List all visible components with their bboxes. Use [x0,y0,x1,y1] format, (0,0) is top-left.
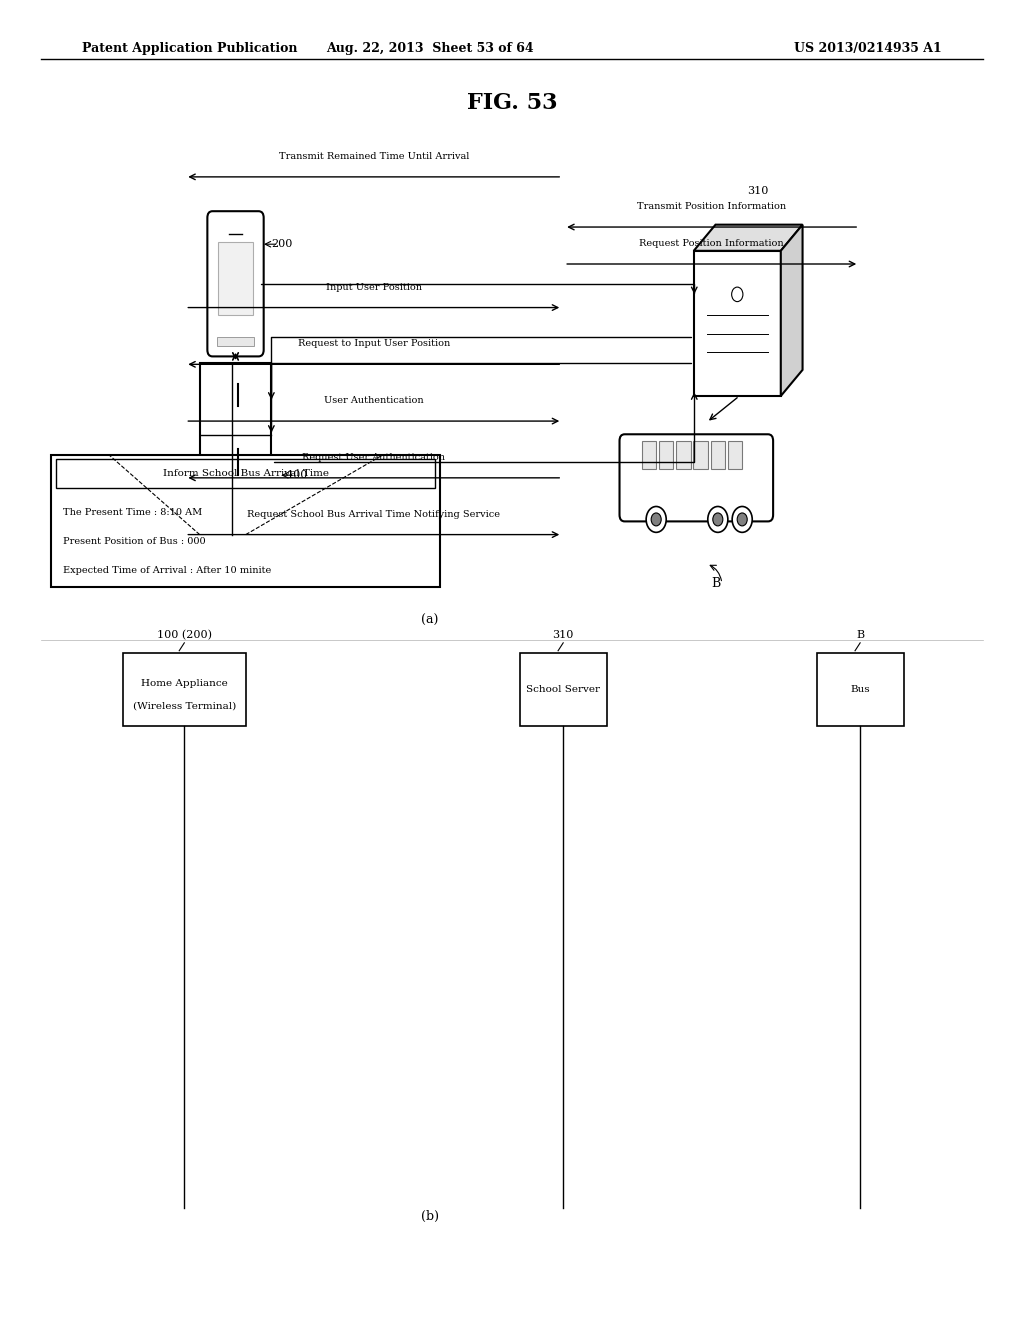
Text: Aug. 22, 2013  Sheet 53 of 64: Aug. 22, 2013 Sheet 53 of 64 [327,42,534,55]
Text: Request Position Information: Request Position Information [639,239,784,248]
Text: (Wireless Terminal): (Wireless Terminal) [133,701,236,710]
Bar [659,441,674,469]
Bar [217,337,254,346]
Text: Patent Application Publication: Patent Application Publication [82,42,297,55]
Text: (a): (a) [422,614,438,627]
Circle shape [651,513,662,525]
Text: Transmit Remained Time Until Arrival: Transmit Remained Time Until Arrival [279,152,469,161]
Text: Inform School Bus Arrival Time: Inform School Bus Arrival Time [163,470,329,478]
Text: Bus: Bus [850,685,870,694]
Bar [694,251,780,396]
Circle shape [737,513,748,525]
FancyBboxPatch shape [520,653,606,726]
Text: Present Position of Bus : 000: Present Position of Bus : 000 [63,537,206,546]
Text: B: B [712,577,721,590]
FancyBboxPatch shape [56,459,435,488]
Text: 200: 200 [271,239,293,249]
Circle shape [708,507,728,532]
Bar [218,242,253,314]
Text: FIG. 53: FIG. 53 [467,92,557,115]
Bar [676,441,690,469]
Text: Transmit Position Information: Transmit Position Information [637,202,786,211]
Circle shape [732,507,753,532]
Circle shape [731,286,742,301]
Bar [693,441,708,469]
Text: User Authentication: User Authentication [324,396,424,405]
Text: Request User Authentication: Request User Authentication [302,453,445,462]
Text: 310: 310 [748,186,769,197]
Text: (b): (b) [421,1210,439,1224]
Text: Request to Input User Position: Request to Input User Position [298,339,450,348]
Polygon shape [694,224,803,251]
Text: Input User Position: Input User Position [326,282,422,292]
Bar [200,363,271,535]
Bar [711,441,725,469]
Text: US 2013/0214935 A1: US 2013/0214935 A1 [795,42,942,55]
Text: Home Appliance: Home Appliance [141,678,227,688]
Text: B: B [856,630,864,640]
Text: 310: 310 [553,630,573,640]
Polygon shape [780,224,803,396]
Bar [728,441,742,469]
Bar [642,441,656,469]
Text: The Present Time : 8:10 AM: The Present Time : 8:10 AM [63,508,203,517]
FancyBboxPatch shape [817,653,903,726]
Circle shape [646,507,667,532]
FancyBboxPatch shape [207,211,264,356]
Text: Expected Time of Arrival : After 10 minite: Expected Time of Arrival : After 10 mini… [63,566,271,576]
Text: School Server: School Server [526,685,600,694]
Circle shape [713,513,723,525]
Text: 100 (200): 100 (200) [157,630,212,640]
FancyBboxPatch shape [123,653,246,726]
FancyBboxPatch shape [51,455,440,587]
FancyBboxPatch shape [620,434,773,521]
Text: Request School Bus Arrival Time Notifying Service: Request School Bus Arrival Time Notifyin… [247,510,501,519]
Text: 100: 100 [287,470,308,480]
